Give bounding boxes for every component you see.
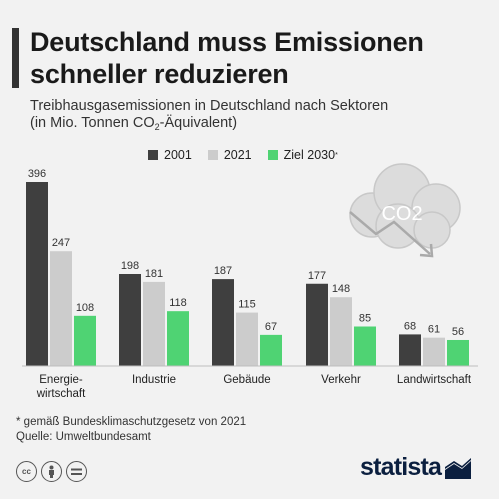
legend-label-2001: 2001: [164, 148, 192, 162]
bar-2021-1: [143, 281, 165, 366]
bar-2001-3: [306, 283, 328, 366]
by-icon[interactable]: [41, 461, 62, 482]
category-label-4: Landwirtschaft: [397, 374, 472, 386]
data-label-2021-3: 148: [332, 283, 350, 295]
category-label-2: Gebäude: [223, 374, 270, 386]
statista-logo[interactable]: statista: [360, 453, 472, 482]
page-title: Deutschland muss Emissionen schneller re…: [30, 27, 424, 89]
subtitle-line-2-post: -Äquivalent): [159, 115, 238, 131]
brand-name: statista: [360, 453, 442, 481]
legend-footnote-marker: *: [335, 151, 338, 159]
data-label-ziel-2030-3: 85: [359, 313, 371, 325]
bar-2021-3: [330, 297, 352, 366]
data-label-2001-4: 68: [404, 320, 416, 332]
data-label-2001-2: 187: [214, 265, 232, 277]
data-label-2001-1: 198: [121, 260, 139, 272]
data-label-ziel-2030-2: 67: [265, 321, 277, 333]
chart-subtitle: Treibhausgasemissionen in Deutschland na…: [30, 98, 490, 136]
footnote: * gemäß Bundesklimaschutzgesetz von 2021…: [16, 415, 246, 445]
bar-ziel-2030-0: [74, 315, 96, 366]
subtitle-line-1: Treibhausgasemissionen in Deutschland na…: [30, 98, 389, 114]
category-label-0-line-0: Energie-: [39, 374, 83, 386]
data-label-ziel-2030-4: 56: [452, 326, 464, 338]
legend-swatch-2001: [148, 150, 158, 160]
data-label-2001-0: 396: [28, 168, 46, 180]
chart-legend: 2001 2021 Ziel 2030 *: [148, 148, 354, 162]
bar-ziel-2030-3: [354, 326, 376, 366]
legend-item-2021: 2021: [207, 148, 252, 162]
category-label-1: Industrie: [132, 374, 176, 386]
bar-2001-1: [119, 274, 141, 366]
bar-ziel-2030-4: [447, 339, 469, 366]
license-icons: cc: [16, 461, 91, 482]
category-label-0-line-1: wirtschaft: [36, 388, 86, 400]
cc-icon[interactable]: cc: [16, 461, 37, 482]
cloud-co2-label: CO2: [381, 203, 422, 225]
data-label-2021-1: 181: [145, 268, 163, 280]
subtitle-subscript: 2: [154, 122, 160, 132]
co2-cloud-icon: CO2: [349, 163, 461, 258]
bar-2001-2: [212, 279, 234, 366]
legend-item-2001: 2001: [148, 148, 192, 162]
legend-label-ziel-2030: Ziel 2030: [283, 148, 336, 162]
data-label-2021-0: 247: [52, 237, 70, 249]
legend-label-2021: 2021: [223, 148, 252, 162]
bar-2001-4: [399, 334, 421, 366]
data-label-ziel-2030-0: 108: [76, 302, 94, 314]
bar-2021-2: [236, 312, 258, 366]
data-label-2021-4: 61: [428, 324, 440, 336]
footnote-source: Quelle: Umweltbundesamt: [16, 431, 151, 443]
footnote-note: * gemäß Bundesklimaschutzgesetz von 2021: [16, 416, 247, 428]
legend-swatch-2021: [207, 150, 218, 160]
data-label-2001-3: 177: [308, 270, 326, 282]
legend-item-ziel-2030: Ziel 2030 *: [267, 148, 338, 162]
data-label-2021-2: 115: [238, 299, 256, 311]
title-accent-bar: [12, 28, 19, 88]
category-label-3: Verkehr: [321, 374, 361, 386]
legend-swatch-ziel-2030: [267, 150, 278, 160]
bar-2021-4: [423, 337, 445, 366]
bar-ziel-2030-1: [167, 311, 189, 366]
statista-logo-icon: [445, 457, 472, 479]
subtitle-line-2-pre: (in Mio. Tonnen CO: [30, 115, 155, 131]
bar-ziel-2030-2: [260, 334, 282, 366]
data-label-ziel-2030-1: 118: [169, 297, 187, 309]
bar-chart: 396 247 108 Energie-wirtschaft 198 181 118 Indu…: [22, 168, 478, 400]
bar-2021-0: [50, 251, 72, 366]
nd-icon[interactable]: [66, 461, 87, 482]
bar-2001-0: [26, 182, 48, 366]
